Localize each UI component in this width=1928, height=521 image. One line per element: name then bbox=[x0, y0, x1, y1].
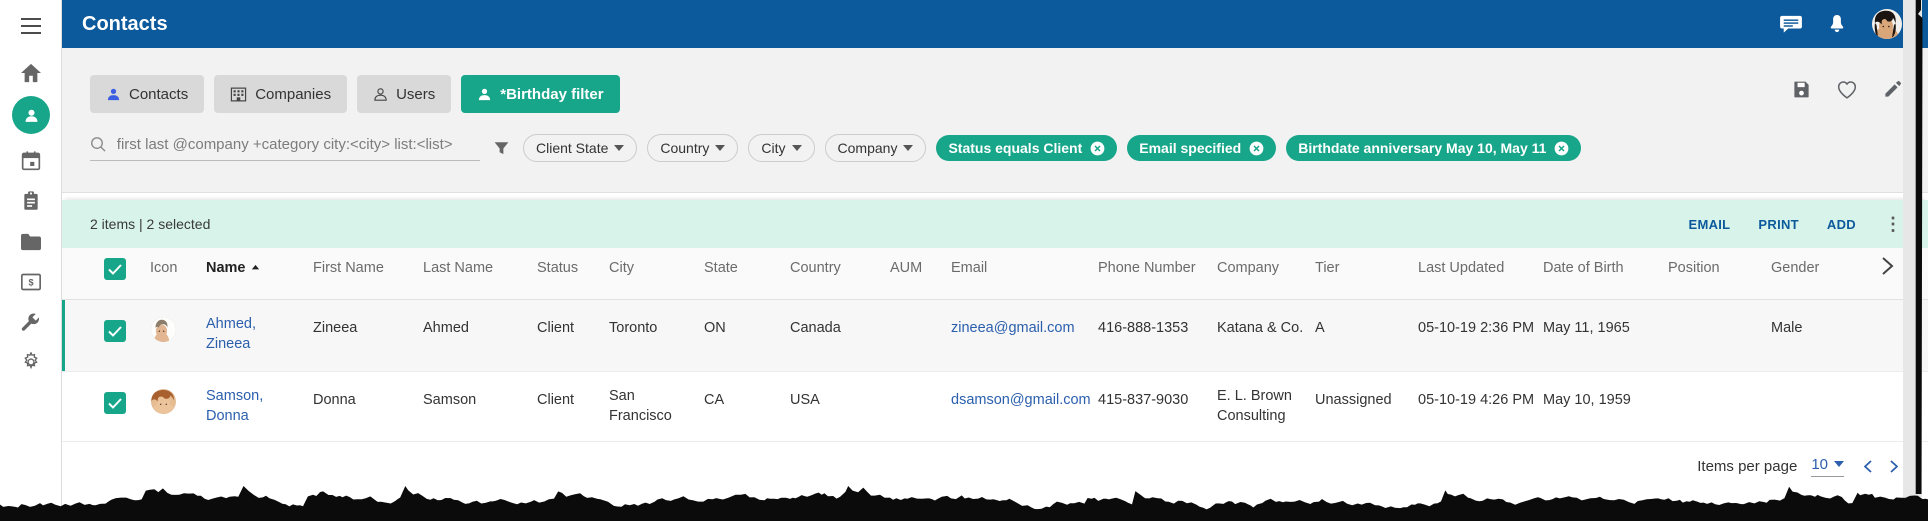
svg-text:$: $ bbox=[28, 278, 33, 288]
